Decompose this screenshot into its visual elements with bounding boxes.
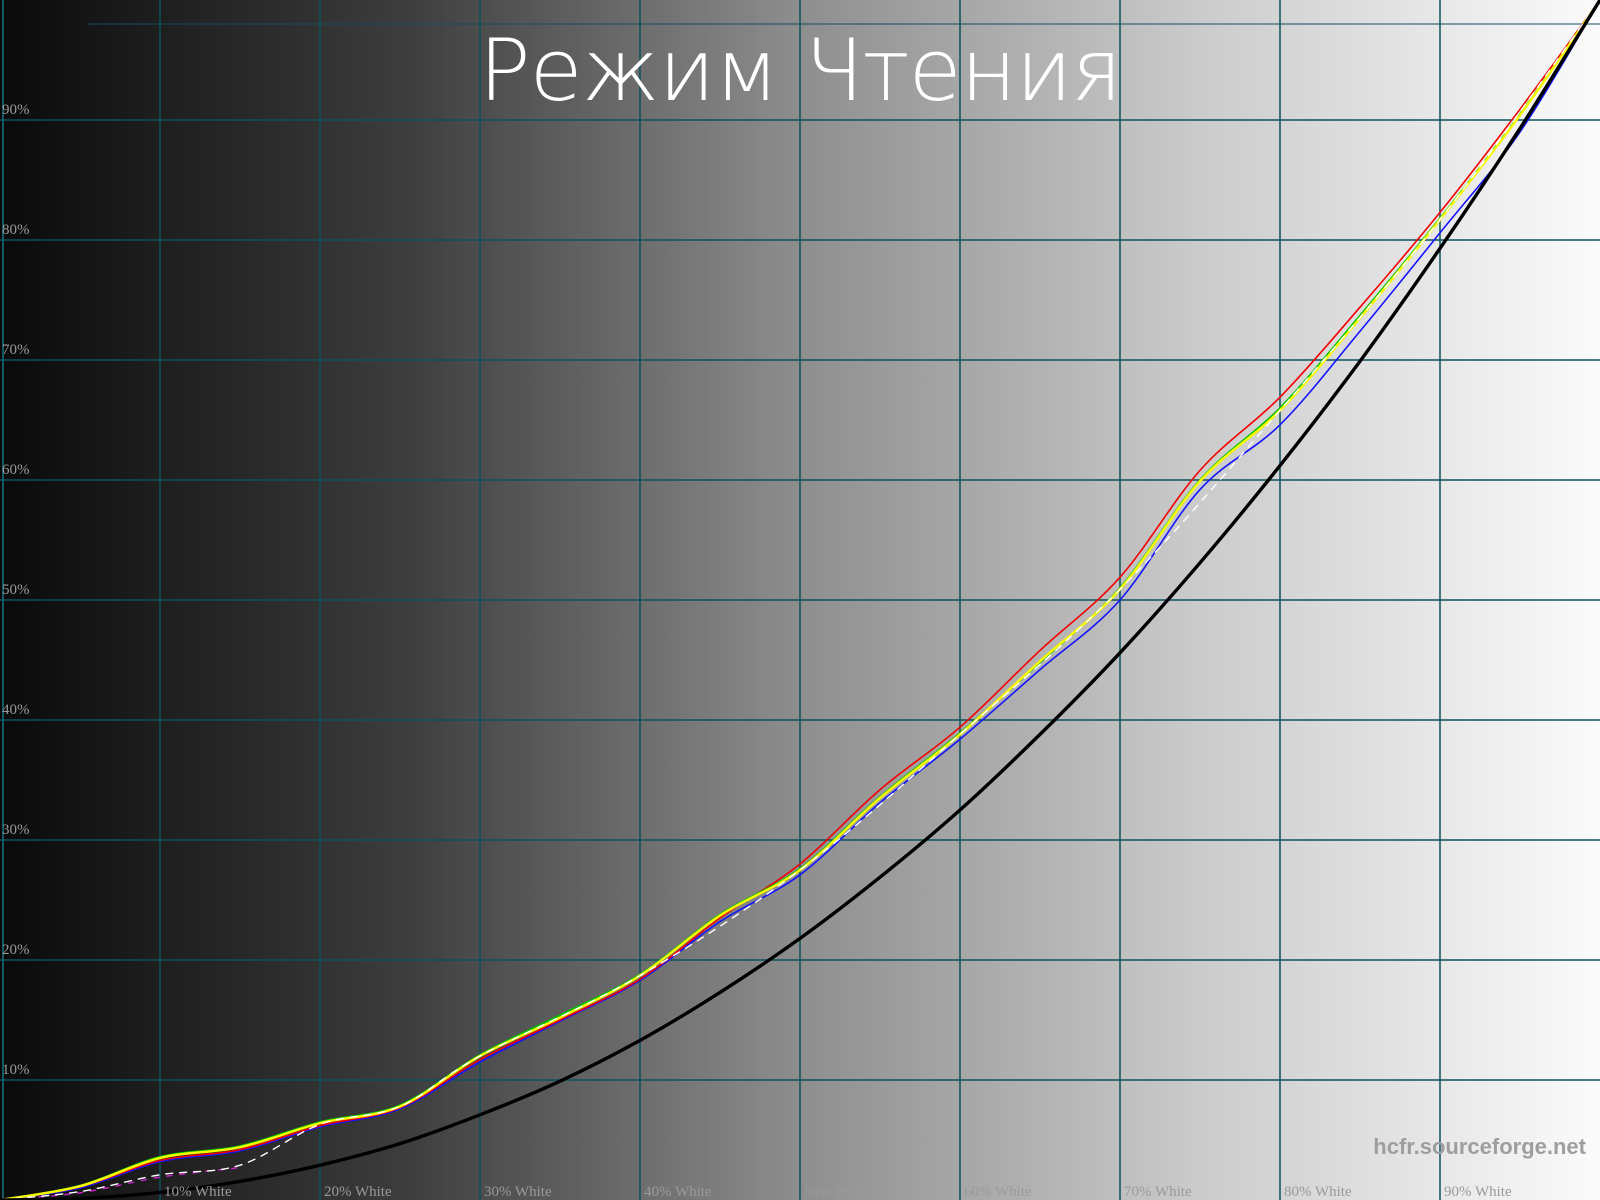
x-tick-label: 10% White [164,1184,232,1200]
x-tick-label: 90% White [1444,1184,1512,1200]
x-tick-label: 20% White [324,1184,392,1200]
y-tick-label: 60% [2,462,30,478]
x-tick-label: 80% White [1284,1184,1352,1200]
y-tick-label: 90% [2,102,30,118]
y-tick-label: 70% [2,342,30,358]
x-tick-label: 70% White [1124,1184,1192,1200]
x-tick-label: 60% White [964,1184,1032,1200]
magenta-dashed-curve [0,1166,241,1200]
x-tick-label: 30% White [484,1184,552,1200]
y-tick-label: 30% [2,822,30,838]
x-tick-label: 50% White [804,1184,872,1200]
watermark: hcfr.sourceforge.net [1373,1134,1586,1159]
y-tick-label: 50% [2,582,30,598]
y-tick-label: 10% [2,1062,30,1078]
y-tick-label: 40% [2,702,30,718]
y-tick-label: 80% [2,222,30,238]
x-tick-label: 40% White [644,1184,712,1200]
y-tick-label: 20% [2,942,30,958]
chart-title: Режим Чтения [478,21,1123,121]
